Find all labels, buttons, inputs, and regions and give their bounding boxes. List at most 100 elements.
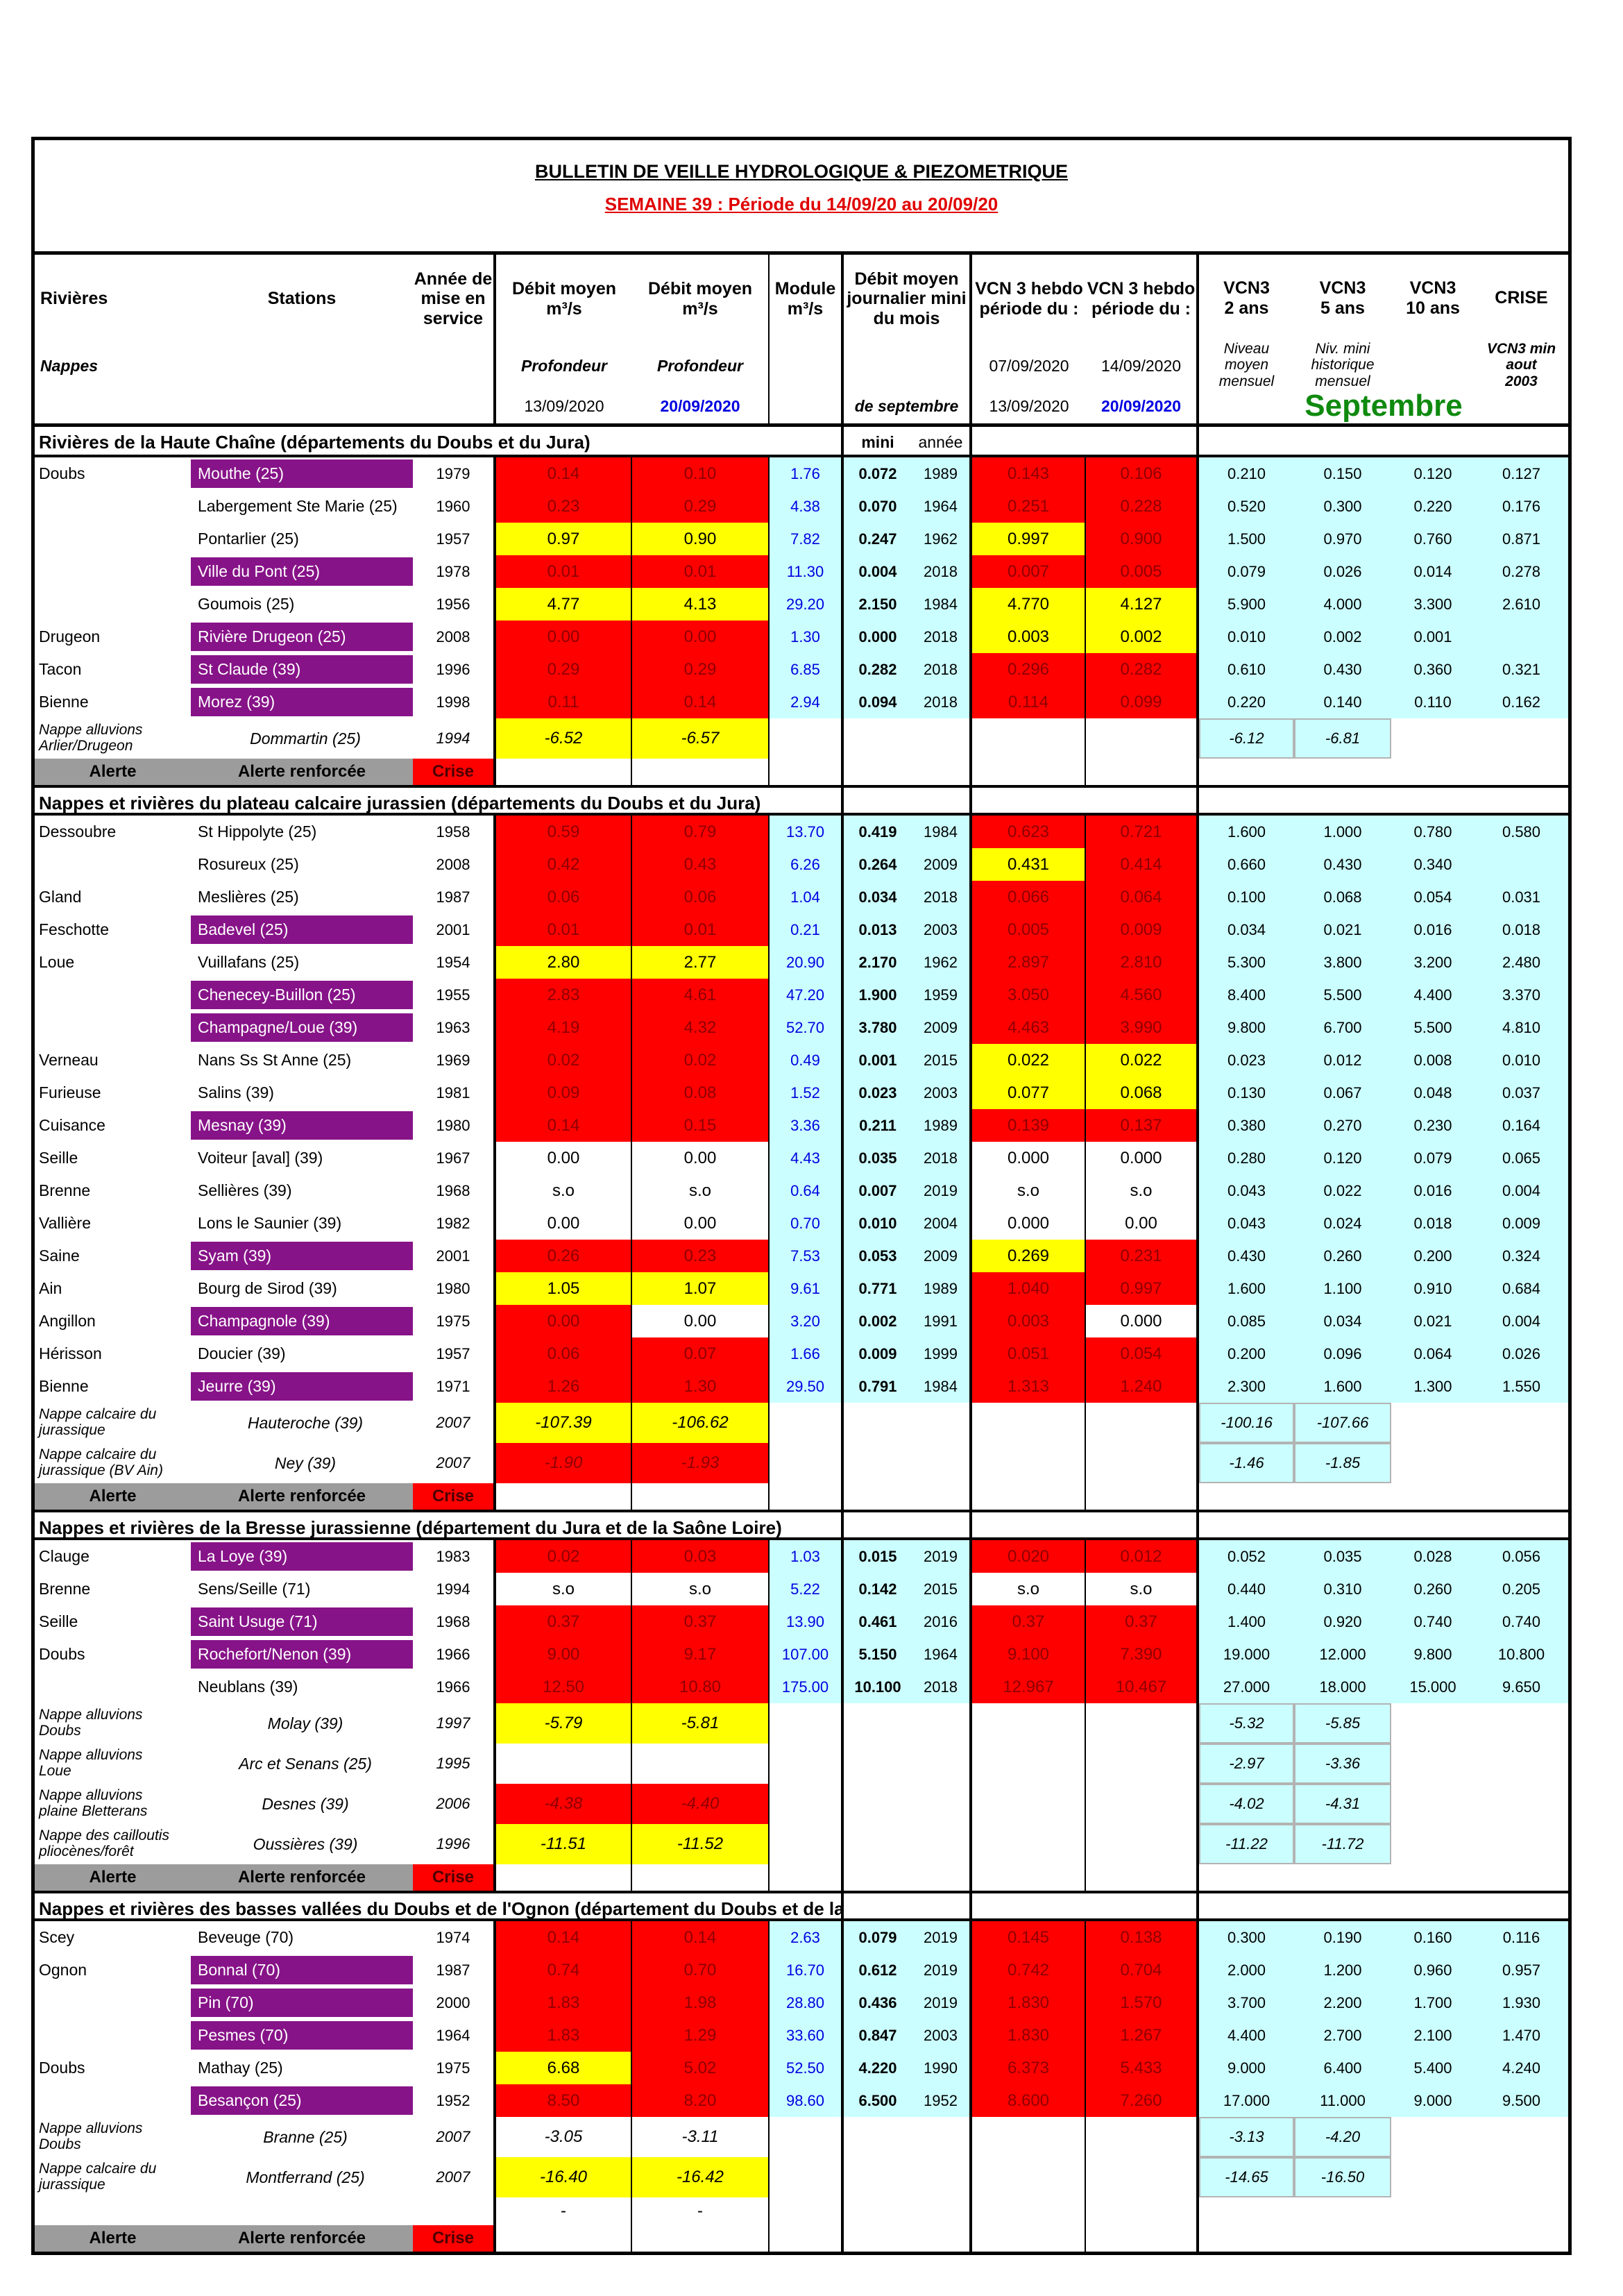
vcn-hebdo-2: 0.000 bbox=[1086, 1142, 1199, 1174]
mini-value: 1.900 bbox=[844, 979, 912, 1011]
module-value: 29.50 bbox=[770, 1370, 844, 1403]
empty bbox=[912, 1483, 972, 1510]
station-name: Doucier (39) bbox=[198, 1344, 286, 1362]
station-row: Doubs Mathay (25) 1975 6.68 5.02 52.50 4.220 19… bbox=[35, 2052, 1568, 2084]
profondeur-1: -3.05 bbox=[496, 2117, 632, 2157]
mini-value: 0.023 bbox=[844, 1077, 912, 1109]
vcn-hebdo-2: 0.997 bbox=[1086, 1272, 1199, 1305]
station-row: Loue Vuillafans (25) 1954 2.80 2.77 20.90 2.17… bbox=[35, 946, 1568, 979]
mini-year: 2003 bbox=[912, 913, 972, 946]
station-name: Goumois (25) bbox=[198, 595, 295, 613]
crise-value: 0.018 bbox=[1475, 913, 1568, 946]
empty bbox=[770, 2157, 844, 2197]
vcn3-10ans: 9.800 bbox=[1391, 1638, 1475, 1671]
mini-value: 0.612 bbox=[844, 1954, 912, 1986]
vcn-hebdo-2: 0.00 bbox=[1086, 1207, 1199, 1240]
vcn3-2ans: 0.010 bbox=[1199, 621, 1294, 653]
header-vcn3-2ans: VCN3 2 ans bbox=[1223, 278, 1270, 318]
vcn-hebdo-2: 2.810 bbox=[1086, 946, 1199, 979]
river-name: Loue bbox=[39, 953, 75, 971]
station-name: Saint Usuge (71) bbox=[191, 1607, 413, 1636]
profondeur-2: -11.52 bbox=[632, 1824, 770, 1864]
empty bbox=[1475, 1784, 1568, 1824]
vcn-hebdo-2: 0.068 bbox=[1086, 1077, 1199, 1109]
mini-value: 0.034 bbox=[844, 881, 912, 913]
crise-value: 0.162 bbox=[1475, 686, 1568, 718]
station-name: Neublans (39) bbox=[198, 1678, 298, 1696]
empty bbox=[770, 1824, 844, 1864]
river-name bbox=[35, 1986, 191, 2019]
empty bbox=[1199, 1864, 1568, 1891]
mini-year: 2018 bbox=[912, 686, 972, 718]
station-name: St Hippolyte (25) bbox=[198, 822, 317, 841]
station-name: Molay (39) bbox=[267, 1714, 343, 1732]
niveau-moyen-mensuel: -3.13 bbox=[1199, 2117, 1294, 2157]
mini-year: 2019 bbox=[912, 1921, 972, 1954]
mini-year: 1989 bbox=[912, 457, 972, 490]
vcn-hebdo-2: 1.570 bbox=[1086, 1986, 1199, 2019]
legend-alerte-renforcee: Alerte renforcée bbox=[191, 1483, 413, 1510]
vcn3-10ans: 0.008 bbox=[1391, 1044, 1475, 1077]
nappe-row: Nappe alluvions Doubs Branne (25) 2007 -3.0… bbox=[35, 2117, 1568, 2157]
debit-moyen-2: 0.37 bbox=[632, 1605, 770, 1638]
empty bbox=[496, 1483, 632, 1510]
empty bbox=[844, 1483, 912, 1510]
title-block: BULLETIN DE VEILLE HYDROLOGIQUE & PIEZOM… bbox=[35, 140, 1568, 255]
vcn-hebdo-2: 0.704 bbox=[1086, 1954, 1199, 1986]
empty bbox=[912, 1403, 972, 1443]
vcn3-5ans: 2.200 bbox=[1294, 1986, 1391, 2019]
dash-row: -- bbox=[35, 2197, 1568, 2225]
empty bbox=[972, 1744, 1086, 1784]
spacer bbox=[972, 788, 1199, 818]
empty bbox=[1086, 2225, 1199, 2252]
empty bbox=[632, 2225, 770, 2252]
module-value: 1.76 bbox=[770, 457, 844, 490]
vcn3-2ans: 0.220 bbox=[1199, 686, 1294, 718]
debit-moyen-1: 12.50 bbox=[496, 1671, 632, 1703]
vcn3-5ans: 0.035 bbox=[1294, 1540, 1391, 1573]
mini-year: 1989 bbox=[912, 1109, 972, 1142]
river-name bbox=[35, 1011, 191, 1044]
mini-value: 0.035 bbox=[844, 1142, 912, 1174]
header-de-septembre: de septembre bbox=[854, 396, 959, 415]
section-title: Rivières de la Haute Chaîne (département… bbox=[35, 427, 844, 457]
vcn3-2ans: 0.610 bbox=[1199, 653, 1294, 686]
legend-row: Alerte Alerte renforcée Crise bbox=[35, 1864, 1568, 1891]
header-niveau-moyen: Niveau moyen mensuel bbox=[1218, 341, 1275, 389]
empty bbox=[844, 1443, 912, 1483]
service-year: 1968 bbox=[413, 1605, 496, 1638]
empty bbox=[844, 1824, 912, 1864]
mini-value: 0.070 bbox=[844, 490, 912, 523]
river-name: Feschotte bbox=[39, 920, 109, 938]
profondeur-2: -4.40 bbox=[632, 1784, 770, 1824]
mini-value: 0.247 bbox=[844, 523, 912, 555]
niveau-moyen-mensuel: -6.12 bbox=[1199, 718, 1294, 759]
station-cell: Vuillafans (25) bbox=[191, 946, 413, 979]
empty bbox=[770, 2197, 844, 2225]
vcn-hebdo-1: 0.005 bbox=[972, 913, 1086, 946]
vcn-hebdo-1: 0.000 bbox=[972, 1207, 1086, 1240]
station-cell: Meslières (25) bbox=[191, 881, 413, 913]
vcn-hebdo-2: 0.005 bbox=[1086, 555, 1199, 588]
station-row: Clauge La Loye (39) 1983 0.02 0.03 1.03 0.015 2… bbox=[35, 1540, 1568, 1573]
river-name bbox=[35, 2084, 191, 2117]
vcn3-2ans: 3.700 bbox=[1199, 1986, 1294, 2019]
vcn3-2ans: 0.079 bbox=[1199, 555, 1294, 588]
header-vcn-date-c1: 13/09/2020 bbox=[989, 396, 1069, 415]
vcn3-10ans: 0.960 bbox=[1391, 1954, 1475, 1986]
debit-moyen-2: 0.90 bbox=[632, 523, 770, 555]
service-year: 1980 bbox=[413, 1109, 496, 1142]
vcn3-10ans: 15.000 bbox=[1391, 1671, 1475, 1703]
vcn-hebdo-1: 0.997 bbox=[972, 523, 1086, 555]
empty bbox=[770, 1864, 844, 1891]
station-name: Vuillafans (25) bbox=[198, 953, 300, 971]
service-year: 1998 bbox=[413, 686, 496, 718]
empty bbox=[844, 2157, 912, 2197]
empty bbox=[844, 1744, 912, 1784]
section-header: Nappes et rivières des basses vallées du… bbox=[35, 1891, 1568, 1924]
station-cell: Rosureux (25) bbox=[191, 848, 413, 881]
service-year: 1979 bbox=[413, 457, 496, 490]
vcn3-5ans: 0.310 bbox=[1294, 1573, 1391, 1605]
section-header: Nappes et rivières de la Bresse jurassie… bbox=[35, 1510, 1568, 1543]
river-name: Cuisance bbox=[39, 1116, 105, 1134]
